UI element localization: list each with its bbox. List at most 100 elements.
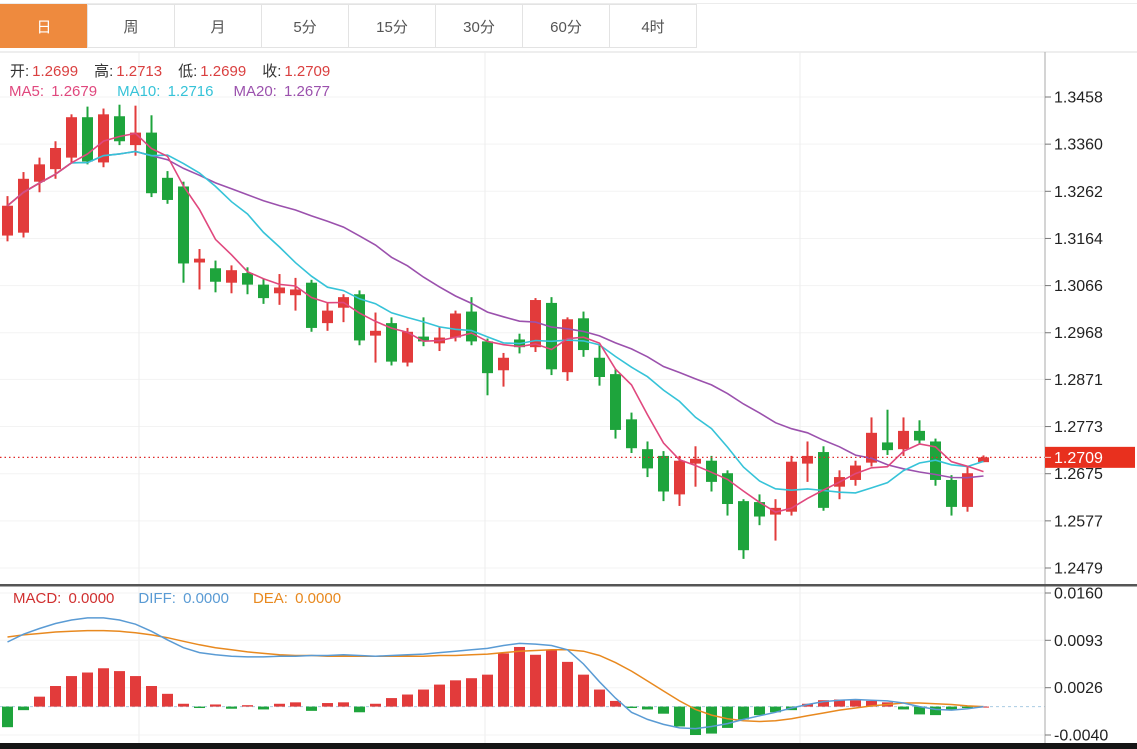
candle-body <box>978 457 989 463</box>
tab-30min[interactable]: 30分 <box>435 4 523 48</box>
candle-body <box>50 147 61 170</box>
candle-body <box>226 270 237 283</box>
last-price-badge <box>1045 446 1135 468</box>
candle-body <box>290 289 301 296</box>
candle-body <box>258 284 269 299</box>
macd-bar <box>258 706 269 710</box>
candle-body <box>594 357 605 378</box>
macd-bar <box>2 706 13 728</box>
macd-bar <box>290 702 301 707</box>
tab-month[interactable]: 月 <box>174 4 262 48</box>
ma5-value: 1.2679 <box>51 83 98 100</box>
candle-body <box>98 114 109 163</box>
high-value: 1.2713 <box>116 63 163 80</box>
macd-bar <box>738 706 749 720</box>
tab-5min[interactable]: 5分 <box>261 4 349 48</box>
candle-body <box>194 258 205 263</box>
tab-15min[interactable]: 15分 <box>348 4 436 48</box>
candle-body <box>674 460 685 495</box>
ma10-value: 1.2716 <box>167 83 214 100</box>
ma5-readout: MA5: 1.2679 <box>9 83 97 100</box>
price-axis-tick-label: 1.2479 <box>1054 561 1103 578</box>
macd-bar <box>370 703 381 707</box>
open-label: 开: <box>10 63 30 80</box>
tab-4hour[interactable]: 4时 <box>609 4 697 48</box>
macd-bar <box>34 696 45 707</box>
price-axis-tick-label: 1.3262 <box>1054 184 1103 201</box>
price-axis-tick-label: 1.2675 <box>1054 466 1103 483</box>
candle-body <box>546 302 557 370</box>
macd-bar <box>450 680 461 707</box>
price-axis-tick-label: 1.3458 <box>1054 90 1103 107</box>
candle-body <box>738 501 749 551</box>
price-axis-tick-label: 1.3360 <box>1054 137 1103 154</box>
macd-bar <box>914 706 925 715</box>
macd-bar <box>274 703 285 707</box>
ma10-line <box>6 150 984 494</box>
macd-bar <box>114 671 125 707</box>
macd-bar <box>898 706 909 710</box>
candle-body <box>114 116 125 142</box>
candle-body <box>162 177 173 200</box>
macd-info-bar: MACD: 0.0000 DIFF: 0.0000 DEA: 0.0000 <box>13 590 341 607</box>
macd-bar <box>338 702 349 707</box>
candle-body <box>802 455 813 464</box>
candle-body <box>82 117 93 162</box>
price-axis-tick-label: 1.3066 <box>1054 278 1103 295</box>
ma20-value: 1.2677 <box>284 83 330 100</box>
macd-label: MACD: <box>13 590 62 607</box>
macd-bar <box>674 706 685 727</box>
candle-body <box>690 458 701 464</box>
macd-bar <box>194 706 205 709</box>
dea-readout: DEA: 0.0000 <box>253 590 341 607</box>
high-label: 高: <box>94 63 114 80</box>
macd-axis-tick-label: 0.0026 <box>1054 680 1103 697</box>
candle-body <box>882 442 893 451</box>
macd-bar <box>658 706 669 714</box>
candle-body <box>450 313 461 338</box>
macd-bar <box>418 689 429 707</box>
macd-bar <box>962 706 973 709</box>
macd-bar <box>434 684 445 707</box>
low-readout: 低: 1.2699 <box>178 60 246 81</box>
price-axis-tick-label: 1.3164 <box>1054 231 1103 248</box>
diff-readout: DIFF: 0.0000 <box>138 590 229 607</box>
macd-bar <box>626 706 637 709</box>
candle-body <box>610 374 621 430</box>
macd-bar <box>322 703 333 707</box>
macd-bar <box>226 706 237 709</box>
candle-body <box>306 282 317 328</box>
low-value: 1.2699 <box>200 63 247 80</box>
candle-body <box>962 473 973 507</box>
price-axis-tick-label: 1.2773 <box>1054 419 1103 436</box>
candle-body <box>322 310 333 324</box>
tab-day[interactable]: 日 <box>0 4 88 48</box>
open-value: 1.2699 <box>32 63 79 80</box>
macd-bar <box>50 686 61 707</box>
candle-body <box>466 311 477 342</box>
dea-line <box>7 629 984 723</box>
macd-bar <box>514 646 525 707</box>
ma10-readout: MA10: 1.2716 <box>117 83 213 100</box>
macd-bar <box>242 705 253 707</box>
candle-body <box>418 336 429 342</box>
candle-body <box>562 319 573 373</box>
tab-week[interactable]: 周 <box>87 4 175 48</box>
macd-bar <box>146 686 157 707</box>
diff-value: 0.0000 <box>183 590 229 607</box>
candle-body <box>178 186 189 264</box>
macd-bar <box>818 700 829 707</box>
macd-bar <box>546 649 557 707</box>
candle-body <box>370 330 381 336</box>
macd-bar <box>66 676 77 707</box>
macd-bar <box>354 706 365 713</box>
candle-body <box>482 341 493 374</box>
macd-bar <box>562 661 573 707</box>
macd-bar <box>482 674 493 707</box>
bottom-strip <box>0 743 1137 749</box>
candle-body <box>66 117 77 158</box>
macd-bar <box>178 703 189 707</box>
candle-body <box>850 465 861 480</box>
tab-60min[interactable]: 60分 <box>522 4 610 48</box>
